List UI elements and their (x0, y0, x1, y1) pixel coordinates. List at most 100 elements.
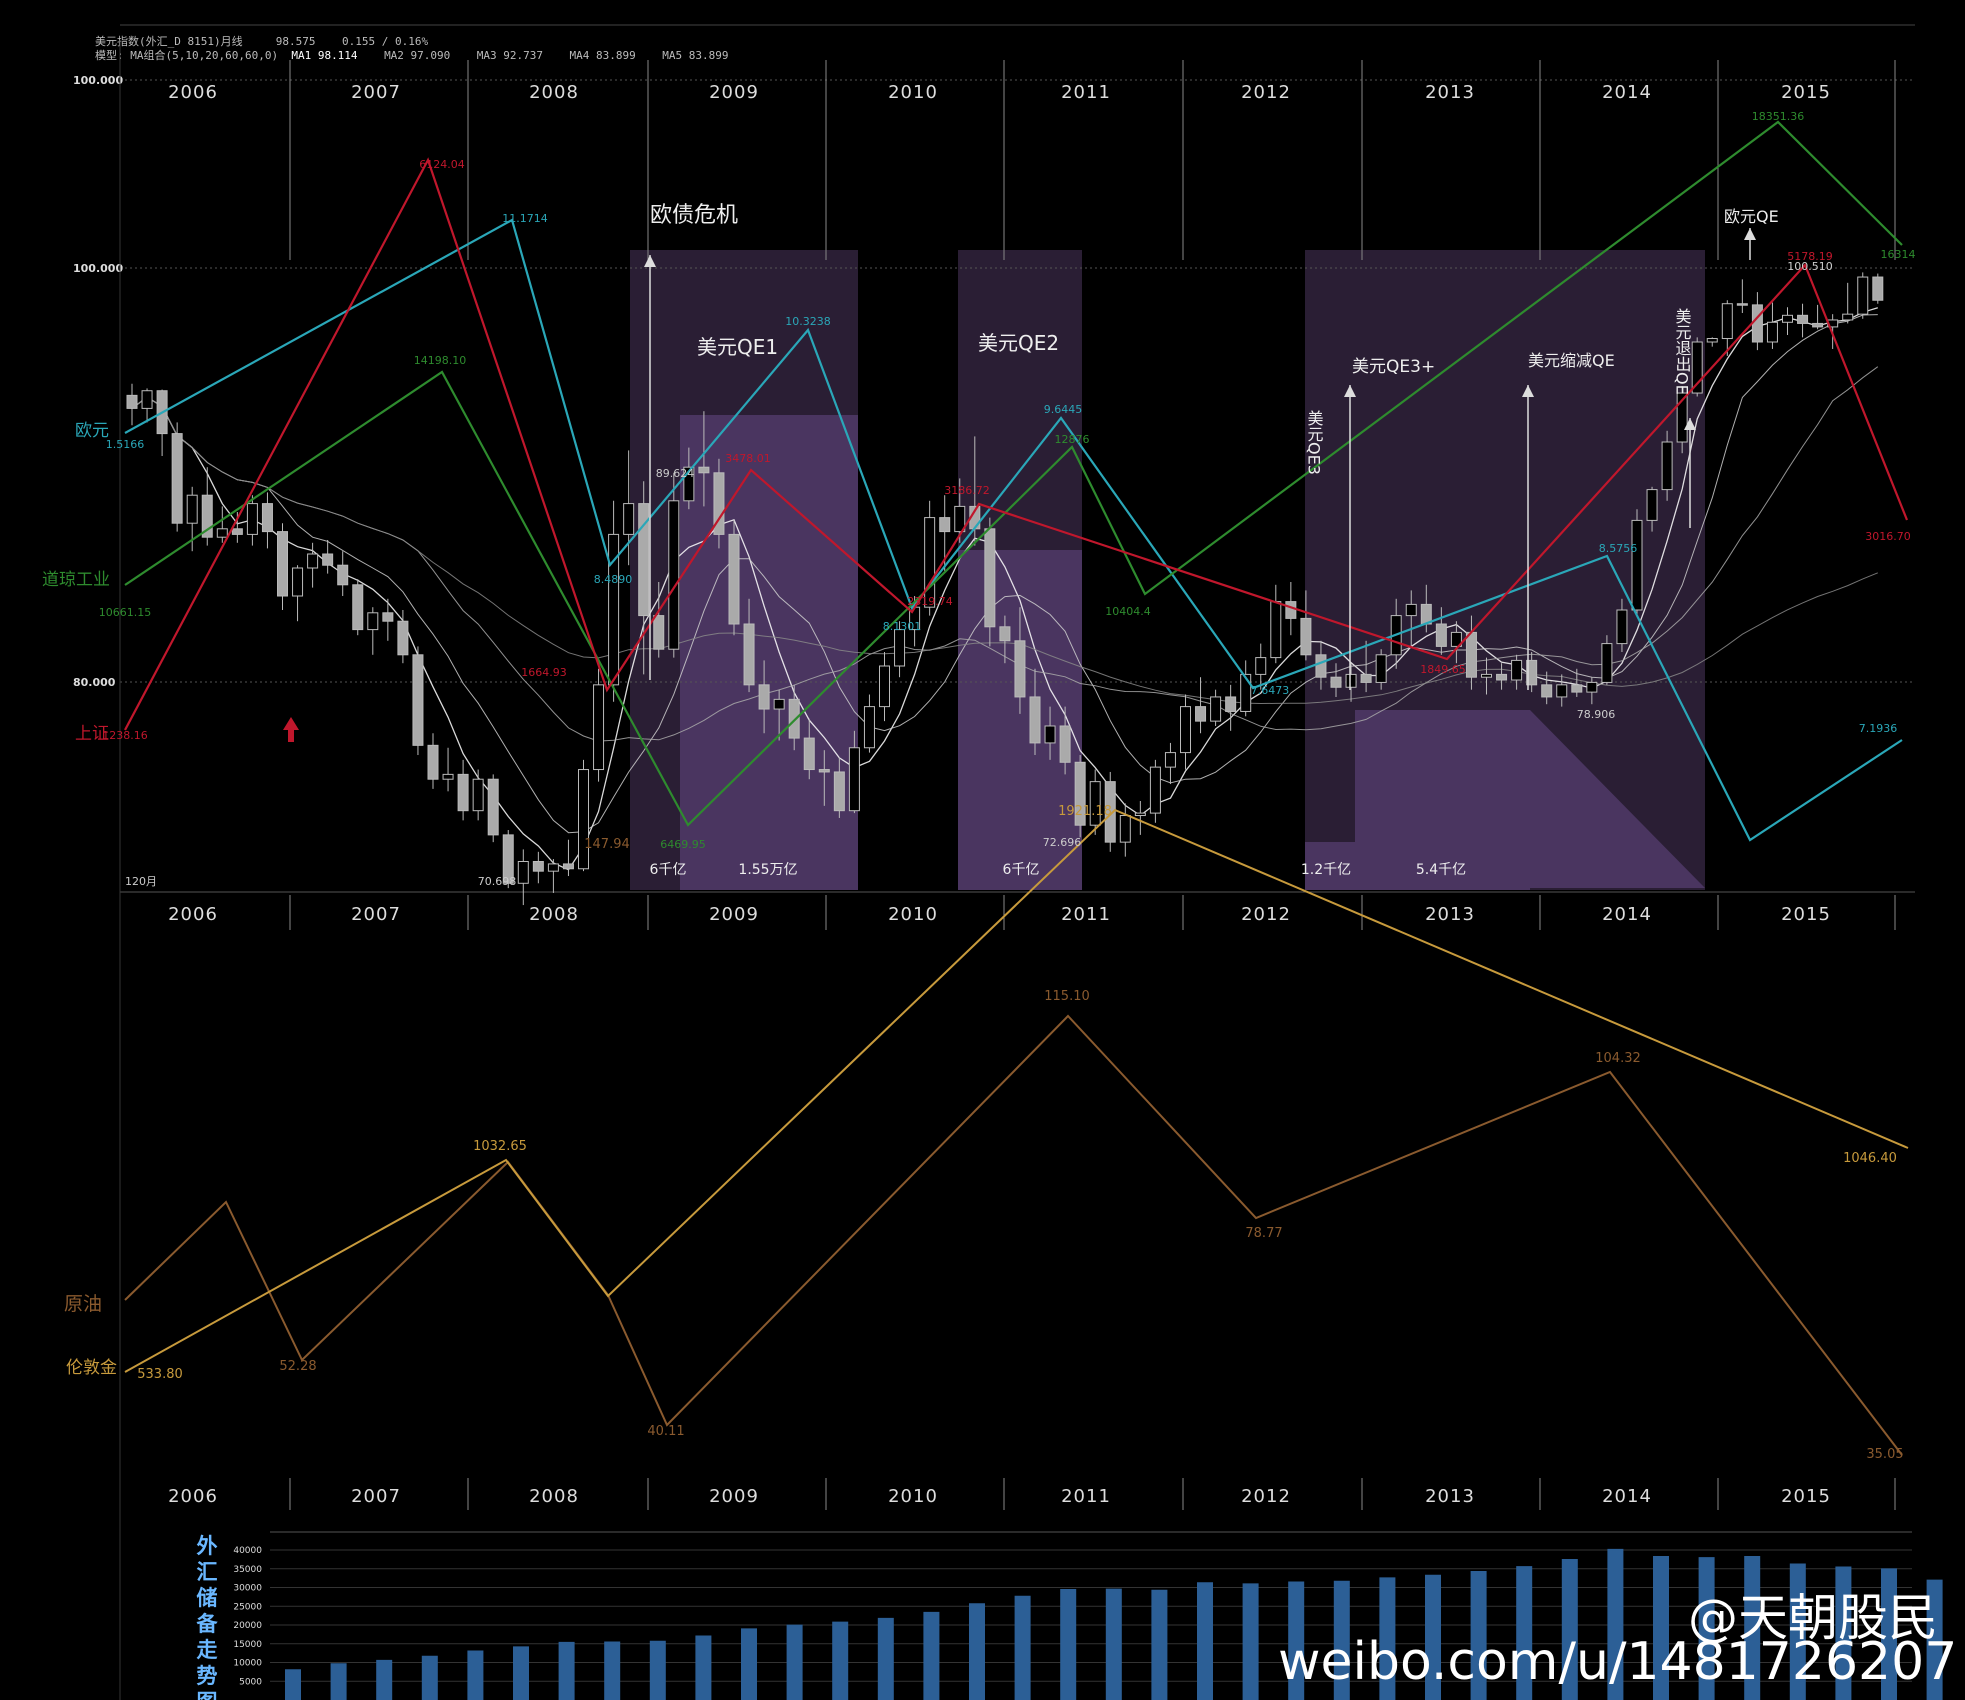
reserve-title-char: 走 (197, 1638, 218, 1662)
ma1-value: MA1 98.114 (291, 49, 358, 62)
arrow-taper-head (1522, 385, 1534, 397)
year-label-top: 2006 (168, 82, 218, 103)
reserve-bar (604, 1641, 621, 1700)
candle-body (562, 863, 574, 870)
series-data-label: 533.80 (137, 1367, 183, 1382)
candle-body (1872, 276, 1884, 301)
candle-body (924, 517, 936, 608)
candle-body (1240, 673, 1252, 712)
candle-body (1059, 725, 1071, 763)
symbol-name: 美元指数(外汇_D 8151)月线 (95, 35, 243, 48)
series-line (124, 157, 1909, 731)
candle-body (939, 517, 951, 533)
reserve-title-char: 图 (197, 1690, 218, 1700)
annotation-qe1: 美元QE1 (697, 335, 778, 359)
candle-body (1195, 706, 1207, 722)
price-extreme-label: 89.624 (656, 467, 695, 480)
series-line (124, 218, 1903, 842)
candle-body (1797, 314, 1809, 324)
year-label-oil: 2014 (1602, 1486, 1652, 1507)
candle-body (261, 503, 273, 533)
year-label-bottom: 2011 (1061, 904, 1111, 925)
candle-body (954, 505, 966, 533)
reserve-bar (1789, 1563, 1806, 1700)
year-label-bottom: 2009 (709, 904, 759, 925)
annotation-euro-crisis: 欧债危机 (650, 203, 738, 228)
year-label-oil: 2006 (168, 1486, 218, 1507)
series-data-label: 3478.01 (725, 452, 771, 465)
reserve-title-char: 外 (197, 1534, 218, 1558)
candle-body (683, 466, 695, 502)
reserve-title-char: 储 (197, 1586, 218, 1610)
year-label-top: 2015 (1781, 82, 1831, 103)
period-label: 120月 (125, 875, 157, 888)
candle-body (1481, 673, 1492, 678)
series-data-label: 11.1714 (502, 212, 548, 225)
candle-body (1646, 489, 1658, 521)
annotation-qe2: 美元QE2 (978, 331, 1059, 355)
candle-body (848, 747, 860, 812)
candle-body (1119, 815, 1131, 843)
candle-body (1526, 659, 1538, 686)
candle-body (758, 684, 770, 710)
series-data-label: 7.6473 (1251, 684, 1290, 697)
candle-body (277, 531, 288, 597)
header-line-1: 美元指数(外汇_D 8151)月线 98.575 0.155 / 0.16% (95, 33, 428, 49)
reserve-bar (1333, 1580, 1350, 1700)
candle-body (1435, 623, 1447, 647)
candle-body (1511, 659, 1523, 681)
bar-y-tick: 10000 (233, 1659, 262, 1669)
ma4-value: MA4 83.899 (569, 49, 636, 62)
ma5-value: MA5 83.899 (662, 49, 729, 62)
annotation-euro-qe: 欧元QE (1724, 207, 1779, 226)
candle-body (1014, 640, 1026, 698)
series-data-label: 78.77 (1245, 1226, 1282, 1241)
series-data-label: 52.28 (279, 1359, 316, 1374)
candle-body (1180, 706, 1191, 754)
series-data-label: 10404.4 (1105, 605, 1151, 618)
arrow-euro-crisis-head (644, 255, 656, 267)
reserve-bar (1561, 1559, 1578, 1700)
candle-body (412, 654, 424, 746)
annotation-qe3plus: 美元QE3+ (1352, 357, 1435, 377)
last-price: 98.575 (275, 35, 316, 48)
reserve-bar (467, 1650, 484, 1700)
reserve-bar (376, 1659, 393, 1700)
candle-body (1089, 781, 1101, 826)
reserve-bar (969, 1603, 985, 1700)
reserve-bar (513, 1646, 529, 1700)
year-label-bottom: 2010 (888, 904, 938, 925)
series-data-label: 18351.36 (1752, 110, 1805, 123)
series-data-label: 1.5166 (106, 438, 145, 451)
annotation-taper: 美元缩减QE (1528, 351, 1615, 370)
candle-body (1164, 752, 1176, 768)
legend-dow: 道琼工业 (42, 570, 110, 590)
candle-body (201, 494, 213, 538)
candle-body (246, 503, 258, 535)
y-axis-label: 80.000 (73, 676, 116, 689)
series-data-label: 40.11 (647, 1424, 684, 1439)
candle-body (743, 623, 755, 686)
y-axis-label: 100.000 (73, 262, 123, 275)
year-label-oil: 2008 (529, 1486, 579, 1507)
year-label-bottom: 2014 (1602, 904, 1652, 925)
year-label-oil: 2010 (888, 1486, 938, 1507)
candle-body (1270, 601, 1282, 659)
series-data-label: 1664.93 (521, 666, 567, 679)
candle-body (1255, 657, 1267, 675)
reserve-bar (1288, 1581, 1305, 1700)
candle-body (216, 528, 228, 538)
candle-body (728, 533, 740, 625)
candle-body (1330, 676, 1342, 688)
candle-body (879, 665, 890, 708)
year-label-top: 2009 (709, 82, 759, 103)
price-extreme-label: 72.696 (1043, 836, 1082, 849)
series-data-label: 2319.74 (907, 595, 953, 608)
candle-body (337, 564, 349, 586)
watermark-url: weibo.com/u/1481726207 (1278, 1632, 1958, 1692)
candle-body (397, 620, 409, 656)
year-label-top: 2008 (529, 82, 579, 103)
reserve-bar (1425, 1574, 1441, 1700)
arrow-qe3-head (1344, 385, 1356, 397)
